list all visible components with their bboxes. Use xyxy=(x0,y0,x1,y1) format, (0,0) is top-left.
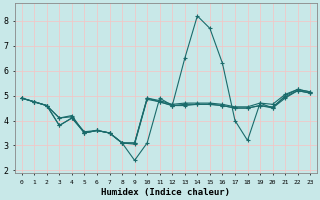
X-axis label: Humidex (Indice chaleur): Humidex (Indice chaleur) xyxy=(101,188,230,197)
